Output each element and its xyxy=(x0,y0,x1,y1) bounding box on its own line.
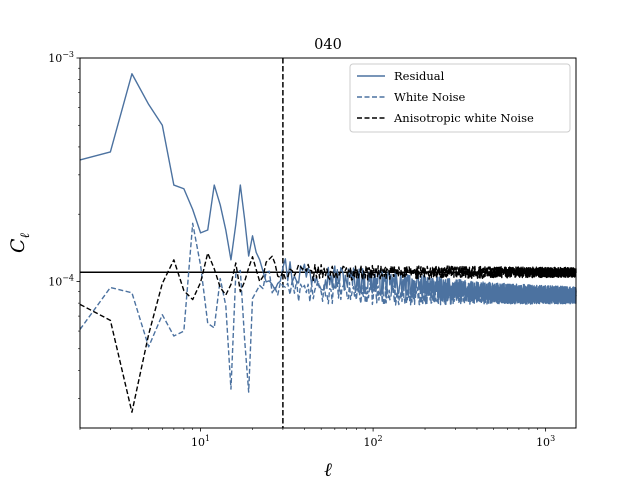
y-axis-label-main: C xyxy=(7,238,29,253)
legend-label-residual: Residual xyxy=(394,69,445,83)
y-axis: 10−4 10−3 xyxy=(48,50,80,399)
plot-area xyxy=(79,57,577,429)
plot-frame xyxy=(79,57,577,429)
x-tick-label: 103 xyxy=(536,434,555,449)
y-axis-label-sub: ℓ xyxy=(18,232,33,238)
x-axis-label: ℓ xyxy=(324,459,332,480)
series-line-white-noise xyxy=(79,222,577,393)
y-axis-label: Cℓ xyxy=(7,232,33,253)
legend-label-white-noise: White Noise xyxy=(394,90,466,104)
legend-label-anisotropic-white-noise: Anisotropic white Noise xyxy=(393,111,534,125)
x-tick-label: 102 xyxy=(364,434,383,449)
x-axis: 101 102 103 xyxy=(79,428,555,449)
y-tick-label: 10−3 xyxy=(48,50,74,65)
y-tick-label: 10−4 xyxy=(48,273,74,288)
legend-box xyxy=(349,63,571,133)
series-line-anisotropic-white-noise xyxy=(79,252,577,413)
chart-title: 040 xyxy=(314,37,342,53)
x-tick-label: 101 xyxy=(191,434,210,449)
series-layer xyxy=(79,73,577,413)
legend: Residual White Noise Anisotropic white Noi… xyxy=(349,63,571,133)
